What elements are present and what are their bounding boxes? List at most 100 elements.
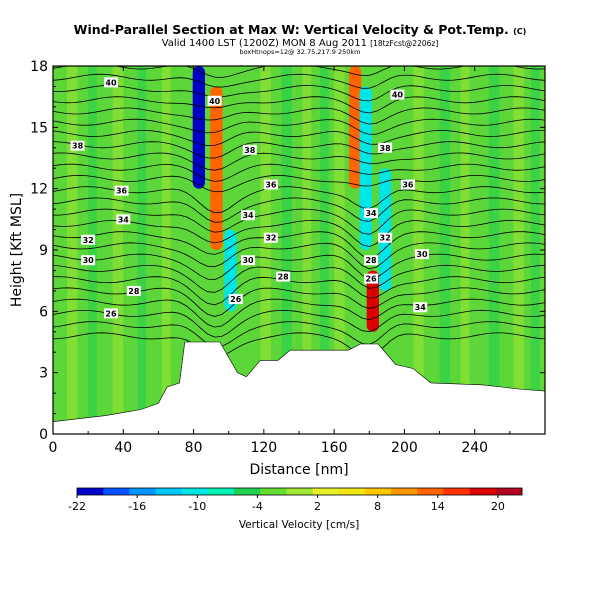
colorbar-swatch xyxy=(234,488,261,495)
svg-text:36: 36 xyxy=(116,187,128,196)
svg-text:28: 28 xyxy=(365,256,377,265)
contour-label: 40 xyxy=(103,77,118,88)
svg-text:32: 32 xyxy=(380,234,391,243)
theta-contour xyxy=(53,129,545,147)
y-axis-label: Height [Kft MSL] xyxy=(9,193,25,307)
theta-contour xyxy=(53,118,545,135)
theta-contour xyxy=(53,96,545,114)
svg-text:32: 32 xyxy=(83,236,94,245)
colorbar-swatch xyxy=(286,488,314,495)
theta-contour xyxy=(53,174,545,193)
contour-label: 30 xyxy=(241,255,256,266)
svg-text:36: 36 xyxy=(402,181,414,190)
terrain xyxy=(53,341,545,434)
y-tick-label: 3 xyxy=(39,366,48,382)
theta-contour xyxy=(53,242,545,270)
chart-title: Wind-Parallel Section at Max W: Vertical… xyxy=(74,22,527,37)
colorbar-swatch xyxy=(129,488,157,495)
x-tick-label: 40 xyxy=(114,440,132,456)
svg-text:26: 26 xyxy=(230,295,242,304)
svg-text:38: 38 xyxy=(244,146,256,155)
svg-text:40: 40 xyxy=(392,91,404,100)
theta-contour xyxy=(53,309,545,338)
y-tick-label: 15 xyxy=(30,120,48,136)
theta-contour xyxy=(53,219,545,248)
shading-streak xyxy=(88,66,97,434)
colorbar-swatch xyxy=(181,488,209,495)
contour-label: 34 xyxy=(116,214,131,225)
contour-label: 26 xyxy=(364,273,379,284)
contour-label: 38 xyxy=(242,144,257,155)
colorbar-tick-label: 20 xyxy=(491,500,505,513)
svg-text:34: 34 xyxy=(415,303,427,312)
theta-contour xyxy=(53,152,545,171)
x-tick-label: 240 xyxy=(461,440,488,456)
plot-area: 40 40 40 38 38 38 36 36 36 34 34 34 32 32 32 30 30 30 28 28… xyxy=(53,66,545,434)
svg-text:38: 38 xyxy=(380,144,392,153)
valid-suffix: [18tzFcst@2206z] xyxy=(370,39,438,48)
colorbar-tick-label: 2 xyxy=(314,500,321,513)
valid-line-text: Valid 1400 LST (1200Z) MON 8 Aug 2011 xyxy=(162,38,367,49)
theta-contour xyxy=(53,141,545,159)
colorbar-tick-label: 14 xyxy=(431,500,445,513)
svg-text:30: 30 xyxy=(83,256,95,265)
shading-streak xyxy=(488,66,500,434)
theta-contour xyxy=(53,197,545,223)
contour-label: 32 xyxy=(81,234,96,245)
colorbar-tick-label: -4 xyxy=(252,500,263,513)
contour-label: 32 xyxy=(263,232,278,243)
svg-text:34: 34 xyxy=(118,215,130,224)
shading-streak xyxy=(320,66,329,434)
title-mark: (C) xyxy=(513,27,526,36)
theta-contour xyxy=(53,332,545,358)
theta-contour xyxy=(53,231,545,259)
shading-streak xyxy=(260,66,271,434)
colorbar-swatch xyxy=(207,488,235,495)
contour-label: 26 xyxy=(228,294,243,305)
svg-text:28: 28 xyxy=(278,273,290,282)
contour-label: 38 xyxy=(70,140,85,151)
svg-text:34: 34 xyxy=(365,209,377,218)
shading-streak xyxy=(67,66,78,434)
theta-contour xyxy=(53,208,545,235)
colorbar-tick-label: -22 xyxy=(68,500,86,513)
y-tick-label: 6 xyxy=(39,304,48,320)
colorbar-frame xyxy=(76,487,523,496)
contour-label: 30 xyxy=(81,255,96,266)
subline: boxHtnops=12@ 32.75,217.9 250km xyxy=(240,48,361,56)
contour-label: 28 xyxy=(276,271,291,282)
contour-label: 34 xyxy=(241,210,256,221)
contour-label: 28 xyxy=(126,285,141,296)
theta-contour xyxy=(53,298,545,328)
theta-contour xyxy=(53,264,545,293)
shading-streak xyxy=(112,66,124,434)
colorbar-swatch xyxy=(469,488,497,495)
contour-label: 34 xyxy=(364,208,379,219)
svg-text:30: 30 xyxy=(416,250,428,259)
x-tick-label: 0 xyxy=(49,440,58,456)
contour-label: 28 xyxy=(364,255,379,266)
colorbar-swatch xyxy=(443,488,471,495)
downdraft-core xyxy=(359,86,372,250)
colorbar-swatch xyxy=(260,488,287,495)
colorbar-swatch xyxy=(77,488,104,495)
downdraft-core xyxy=(192,66,205,189)
x-tick-label: 120 xyxy=(250,440,277,456)
theta-contour xyxy=(53,107,545,125)
contour-label: 26 xyxy=(103,308,118,319)
colorbar: -22 -16 -10 -4 2 8 14 20 xyxy=(68,487,523,513)
y-tick-label: 18 xyxy=(30,59,48,75)
theta-contour xyxy=(53,321,545,348)
shading-streak xyxy=(137,66,147,434)
svg-text:40: 40 xyxy=(105,78,117,87)
shading-streak xyxy=(281,66,292,434)
colorbar-swatch xyxy=(338,488,366,495)
contour-label: 36 xyxy=(263,179,278,190)
colorbar-swatch xyxy=(495,488,523,495)
colorbar-swatch xyxy=(103,488,130,495)
contour-label: 38 xyxy=(378,142,393,153)
colorbar-tick-label: -16 xyxy=(128,500,146,513)
contour-label: 36 xyxy=(400,179,415,190)
x-tick-label: 160 xyxy=(321,440,348,456)
updraft-core xyxy=(349,66,362,189)
